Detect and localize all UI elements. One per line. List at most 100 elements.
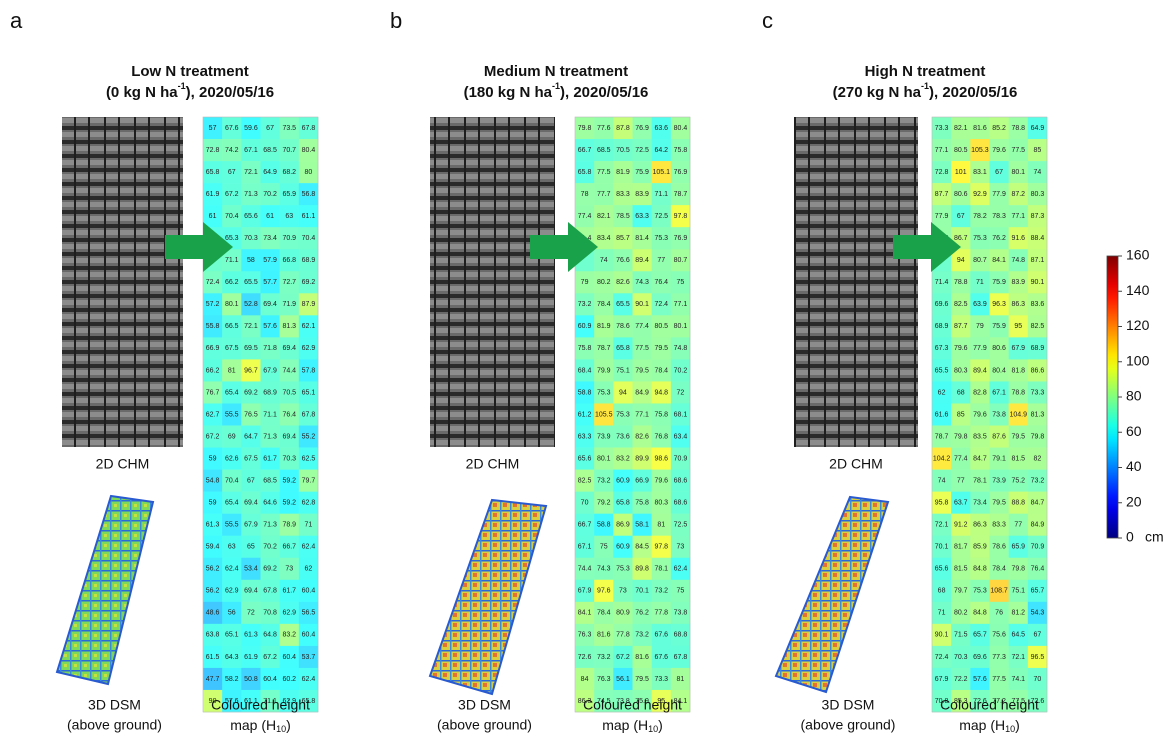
cell-value: 68: [938, 588, 946, 595]
cell-value: 69.2: [263, 566, 277, 573]
cell-value: 80: [305, 169, 313, 176]
cell-value: 79.2: [597, 499, 611, 506]
cell-value: 96.5: [1031, 654, 1045, 661]
cell-value: 48.6: [206, 610, 220, 617]
cell-value: 62.4: [302, 676, 316, 683]
cell-value: 82.8: [973, 389, 987, 396]
cell-value: 78.2: [973, 213, 987, 220]
cell-value: 50.8: [244, 676, 258, 683]
cell-value: 80.1: [674, 323, 688, 330]
cell-value: 73.2: [1031, 477, 1045, 484]
cell-value: 65.1: [225, 632, 239, 639]
cell-value: 76.2: [992, 235, 1006, 242]
colorbar-tick-label: 20: [1126, 493, 1142, 509]
cell-value: 74.4: [282, 367, 296, 374]
cell-value: 74.8: [1011, 257, 1025, 264]
cell-value: 53.7: [302, 654, 316, 661]
cell-value: 69.6: [935, 301, 949, 308]
cell-value: 84.7: [1031, 499, 1045, 506]
cell-value: 67.6: [225, 125, 239, 132]
cell-value: 59.2: [282, 499, 296, 506]
panel: cHigh N treatment(270 kg N ha-1), 2020/0…: [762, 8, 1047, 735]
cell-value: 65.8: [616, 345, 630, 352]
cell-value: 80.7: [973, 257, 987, 264]
cell-value: 86.3: [1011, 301, 1025, 308]
chm-label: 2D CHM: [466, 456, 520, 472]
cell-value: 70: [1034, 676, 1042, 683]
cell-value: 87.9: [302, 301, 316, 308]
cell-value: 56.2: [206, 566, 220, 573]
cell-value: 70.9: [674, 455, 688, 462]
figure: aLow N treatment(0 kg N ha-1), 2020/05/1…: [0, 0, 1173, 740]
colorbar: [1107, 256, 1118, 538]
map-label: map (H10): [959, 717, 1020, 735]
cell-value: 78.4: [597, 301, 611, 308]
cell-value: 73.9: [597, 433, 611, 440]
cell-value: 98.6: [654, 455, 668, 462]
cell-value: 78.3: [992, 213, 1006, 220]
cell-value: 76.7: [206, 389, 220, 396]
cell-value: 64.6: [263, 499, 277, 506]
title-text: ), 2020/05/16: [929, 84, 1017, 101]
cell-value: 67.9: [1011, 345, 1025, 352]
cell-value: 63.7: [954, 499, 968, 506]
cell-value: 63: [228, 544, 236, 551]
cell-value: 73.2: [654, 588, 668, 595]
cell-value: 79.5: [992, 499, 1006, 506]
cell-value: 95.8: [935, 499, 949, 506]
cell-value: 72.8: [206, 147, 220, 154]
cell-value: 67.9: [244, 522, 258, 529]
cell-value: 69.2: [244, 389, 258, 396]
panel-title: High N treatment: [865, 63, 986, 80]
cell-value: 57: [209, 125, 217, 132]
panel-title: (180 kg N ha-1), 2020/05/16: [464, 81, 649, 101]
cell-value: 63.9: [973, 301, 987, 308]
map-label: map (H10): [230, 717, 291, 735]
cell-value: 69.5: [244, 345, 258, 352]
cell-value: 81.5: [1011, 455, 1025, 462]
cell-value: 84.9: [635, 389, 649, 396]
panel: aLow N treatment(0 kg N ha-1), 2020/05/1…: [10, 8, 318, 735]
map-text: ): [286, 717, 291, 733]
cell-value: 80.3: [954, 367, 968, 374]
cell-value: 73.2: [578, 301, 592, 308]
cell-value: 80.5: [654, 323, 668, 330]
cell-value: 68.6: [674, 477, 688, 484]
cell-value: 57.2: [206, 301, 220, 308]
cell-value: 66.9: [635, 477, 649, 484]
cell-value: 79.6: [992, 147, 1006, 154]
colorbar-tick-label: 140: [1126, 282, 1150, 298]
cell-value: 70.4: [225, 477, 239, 484]
cell-value: 66.7: [282, 544, 296, 551]
map-subscript: 10: [648, 724, 658, 734]
cell-value: 65.5: [935, 367, 949, 374]
cell-value: 62.5: [302, 455, 316, 462]
dsm-image: [776, 497, 888, 692]
cell-value: 68.9: [1031, 345, 1045, 352]
cell-value: 63.4: [674, 433, 688, 440]
dsm-label: 3D DSM: [458, 697, 511, 713]
dsm-image: [57, 496, 153, 684]
cell-value: 61.9: [206, 191, 220, 198]
cell-value: 80.4: [992, 367, 1006, 374]
cell-value: 63: [285, 213, 293, 220]
cell-value: 83.9: [635, 191, 649, 198]
cell-value: 85: [1034, 147, 1042, 154]
cell-value: 79.5: [1011, 433, 1025, 440]
cell-value: 59.2: [282, 477, 296, 484]
map-label: Coloured height: [211, 697, 310, 713]
cell-value: 75.8: [578, 345, 592, 352]
cell-value: 70.7: [282, 147, 296, 154]
cell-value: 63.3: [635, 213, 649, 220]
cell-value: 73.4: [263, 235, 277, 242]
cell-value: 94: [957, 257, 965, 264]
cell-value: 70.1: [635, 588, 649, 595]
cell-value: 78.5: [616, 213, 630, 220]
cell-value: 96.7: [244, 367, 258, 374]
map-subscript: 10: [1005, 724, 1015, 734]
cell-value: 77.5: [635, 345, 649, 352]
cell-value: 104.2: [933, 455, 951, 462]
cell-value: 68.8: [674, 632, 688, 639]
cell-value: 67: [995, 169, 1003, 176]
cell-value: 85.2: [992, 125, 1006, 132]
